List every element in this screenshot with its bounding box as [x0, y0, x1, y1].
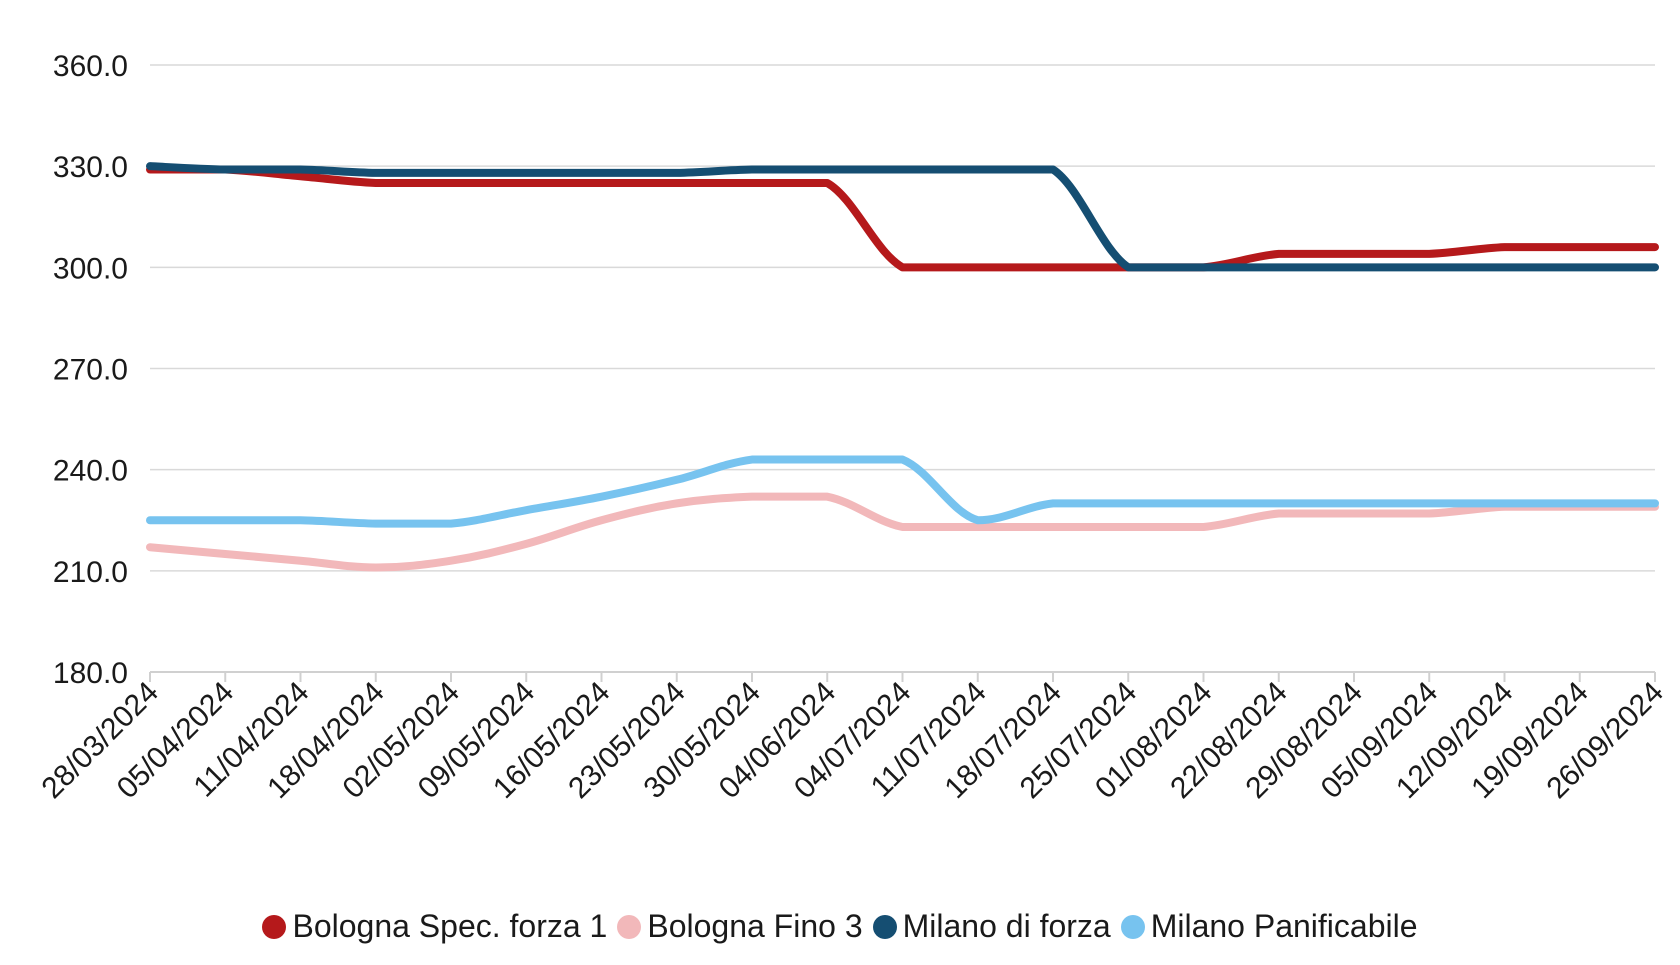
series-lines	[146, 162, 1659, 572]
legend-label: Milano Panificabile	[1150, 908, 1418, 944]
y-tick-label: 210.0	[53, 556, 128, 589]
legend-marker	[262, 914, 287, 939]
x-axis	[149, 671, 1656, 682]
legend-item: Bologna Spec. forza 1	[262, 908, 607, 945]
legend-item: Bologna Fino 3	[617, 908, 863, 945]
series-line-milano-di-forza	[146, 162, 1659, 272]
y-tick-label: 180.0	[53, 657, 128, 690]
y-tick-label: 240.0	[53, 455, 128, 488]
x-axis-tick-labels: 28/03/202405/04/202411/04/202418/04/2024…	[35, 676, 1670, 806]
chart-legend: Bologna Spec. forza 1 Bologna Fino 3 Milan…	[0, 908, 1680, 945]
series-line-bologna-spec-forza-1	[146, 165, 1659, 272]
series-line-bologna-fino-3	[146, 492, 1659, 572]
y-tick-label: 330.0	[53, 151, 128, 184]
legend-marker	[617, 914, 642, 939]
legend-item: Milano Panificabile	[1120, 908, 1418, 945]
legend-label: Milano di forza	[902, 908, 1111, 944]
y-tick-label: 300.0	[53, 252, 128, 285]
legend-marker	[872, 914, 897, 939]
legend-marker	[1120, 914, 1145, 939]
legend-item: Milano di forza	[872, 908, 1111, 945]
y-tick-label: 360.0	[53, 50, 128, 83]
legend-label: Bologna Spec. forza 1	[292, 908, 608, 944]
series-line-milano-panificabile	[146, 455, 1659, 528]
y-tick-label: 270.0	[53, 354, 128, 387]
grid-lines	[150, 64, 1655, 572]
y-axis-tick-labels: 180.0 210.0 240.0 270.0 300.0 330.0 360.0	[53, 50, 128, 690]
legend-label: Bologna Fino 3	[647, 908, 863, 944]
